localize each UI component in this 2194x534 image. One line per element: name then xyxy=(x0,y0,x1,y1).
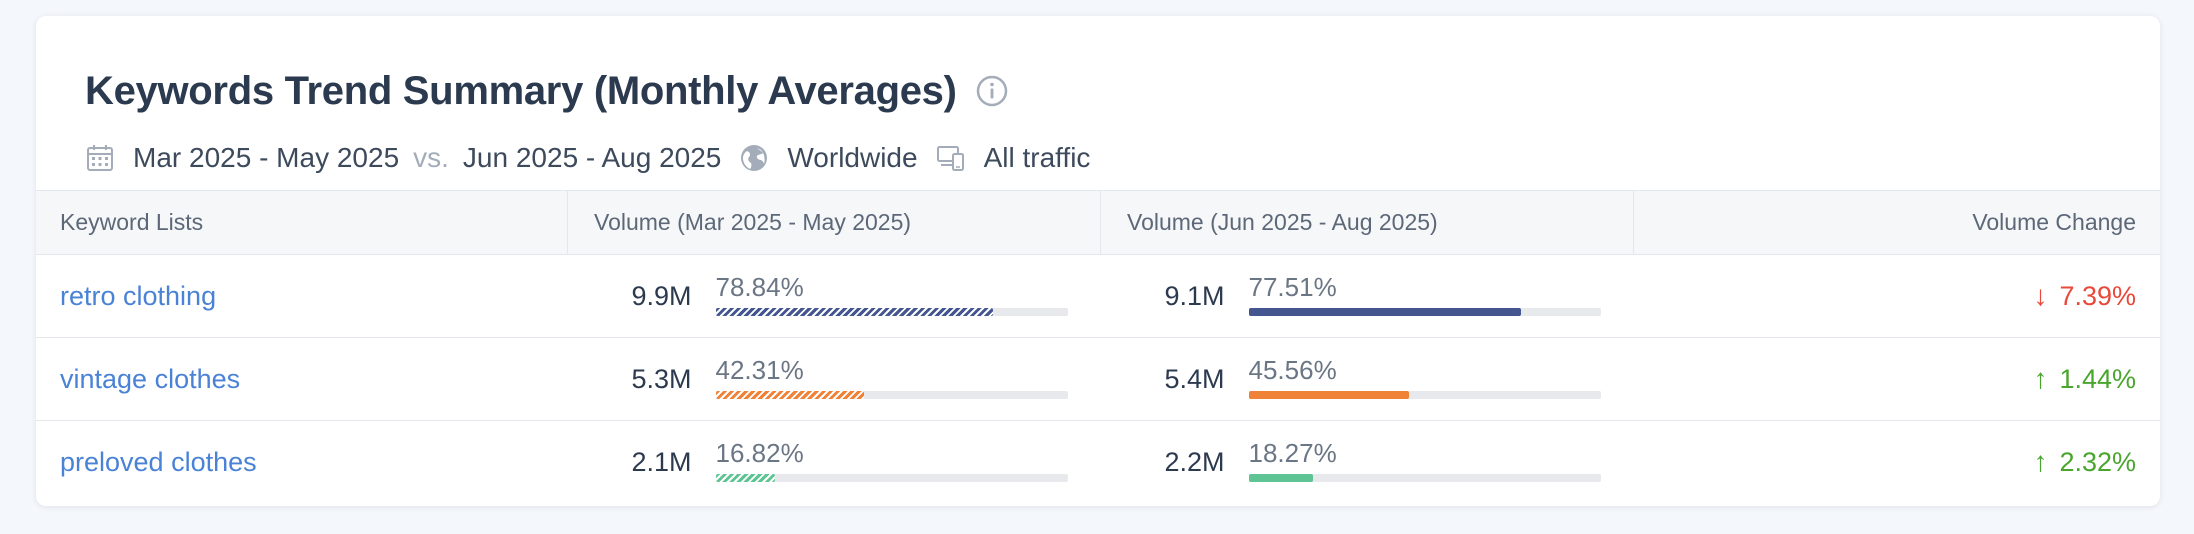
volume-cell-b: 2.2M 18.27% xyxy=(1101,421,1634,503)
share-bar-fill xyxy=(715,308,994,316)
keyword-link[interactable]: preloved clothes xyxy=(60,446,257,477)
title-row: Keywords Trend Summary (Monthly Averages… xyxy=(85,56,2160,126)
period-b-label[interactable]: Jun 2025 - Aug 2025 xyxy=(462,142,722,173)
volume-change-value: 2.32% xyxy=(2059,447,2136,477)
volume-cell-a: 5.3M 42.31% xyxy=(568,338,1101,420)
keyword-link[interactable]: retro clothing xyxy=(60,280,217,311)
share-bar-track xyxy=(715,391,1068,399)
keywords-trend-card: Keywords Trend Summary (Monthly Averages… xyxy=(36,16,2160,506)
share-bar: 18.27% xyxy=(1248,436,1601,488)
table-row: retro clothing 9.9M 78.84% 9.1M 77.51% xyxy=(36,255,2160,338)
share-percent: 77.51% xyxy=(1248,272,1337,302)
share-bar-fill xyxy=(1248,308,1522,316)
info-icon[interactable] xyxy=(975,74,1009,108)
table-header-row: Keyword Lists Volume (Mar 2025 - May 202… xyxy=(36,190,2160,255)
arrow-up-icon: ↑ xyxy=(2033,363,2048,394)
card-title: Keywords Trend Summary (Monthly Averages… xyxy=(85,68,957,113)
calendar-icon xyxy=(85,143,115,173)
share-bar-fill xyxy=(715,391,865,399)
period-a-label[interactable]: Mar 2025 - May 2025 xyxy=(133,142,400,173)
column-header-volume-a[interactable]: Volume (Mar 2025 - May 2025) xyxy=(567,190,1101,255)
volume-b-cell: 5.4M 45.56% xyxy=(1101,338,1634,421)
share-percent: 45.56% xyxy=(1248,355,1337,385)
devices-icon xyxy=(936,143,966,173)
globe-icon xyxy=(739,143,769,173)
volume-cell-b: 9.1M 77.51% xyxy=(1101,255,1634,337)
volume-change-cell: ↑ 1.44% xyxy=(1634,338,2161,421)
volume-value: 5.4M xyxy=(1164,363,1225,394)
volume-b-cell: 2.2M 18.27% xyxy=(1101,421,1634,504)
volume-cell-b: 5.4M 45.56% xyxy=(1101,338,1634,420)
share-percent: 16.82% xyxy=(715,438,804,468)
volume-b-cell: 9.1M 77.51% xyxy=(1101,255,1634,338)
volume-change-cell: ↑ 2.32% xyxy=(1634,421,2161,504)
volume-value: 2.1M xyxy=(631,446,692,477)
column-header-volume-b[interactable]: Volume (Jun 2025 - Aug 2025) xyxy=(1100,190,1634,255)
filters-row: Mar 2025 - May 2025 vs. Jun 2025 - Aug 2… xyxy=(85,142,2160,174)
region-label[interactable]: Worldwide xyxy=(787,142,918,173)
volume-value: 2.2M xyxy=(1164,446,1225,477)
volume-value: 5.3M xyxy=(631,363,692,394)
arrow-up-icon: ↑ xyxy=(2033,446,2048,477)
volume-a-cell: 5.3M 42.31% xyxy=(568,338,1101,421)
volume-a-cell: 9.9M 78.84% xyxy=(568,255,1101,338)
column-header-volume-change[interactable]: Volume Change xyxy=(1633,190,2160,255)
table-row: preloved clothes 2.1M 16.82% 2.2M 18.27% xyxy=(36,421,2160,504)
share-bar-fill xyxy=(1248,391,1409,399)
share-bar-track xyxy=(1248,391,1601,399)
traffic-label[interactable]: All traffic xyxy=(983,142,1091,173)
volume-value: 9.1M xyxy=(1164,280,1225,311)
volume-cell-a: 2.1M 16.82% xyxy=(568,421,1101,503)
share-bar-track xyxy=(715,474,1068,482)
share-bar: 45.56% xyxy=(1248,353,1601,405)
share-bar: 77.51% xyxy=(1248,270,1601,322)
share-bar-fill xyxy=(1248,474,1313,482)
volume-change-cell: ↓ 7.39% xyxy=(1634,255,2161,338)
volume-cell-a: 9.9M 78.84% xyxy=(568,255,1101,337)
volume-a-cell: 2.1M 16.82% xyxy=(568,421,1101,504)
share-bar: 16.82% xyxy=(715,436,1068,488)
share-percent: 42.31% xyxy=(715,355,804,385)
share-bar-track xyxy=(1248,474,1601,482)
volume-change-value: 7.39% xyxy=(2059,281,2136,311)
share-bar: 42.31% xyxy=(715,353,1068,405)
share-percent: 78.84% xyxy=(715,272,804,302)
share-bar: 78.84% xyxy=(715,270,1068,322)
arrow-down-icon: ↓ xyxy=(2033,280,2048,311)
share-percent: 18.27% xyxy=(1248,438,1337,468)
column-header-keyword-lists[interactable]: Keyword Lists xyxy=(36,190,568,255)
vs-label: vs. xyxy=(413,142,449,173)
volume-change-value: 1.44% xyxy=(2059,364,2136,394)
keywords-table: Keyword Lists Volume (Mar 2025 - May 202… xyxy=(36,190,2160,503)
volume-value: 9.9M xyxy=(631,280,692,311)
keyword-link[interactable]: vintage clothes xyxy=(60,363,241,394)
share-bar-track xyxy=(715,308,1068,316)
share-bar-fill xyxy=(715,474,775,482)
card-header: Keywords Trend Summary (Monthly Averages… xyxy=(36,16,2160,174)
table-row: vintage clothes 5.3M 42.31% 5.4M 45.56% xyxy=(36,338,2160,421)
share-bar-track xyxy=(1248,308,1601,316)
